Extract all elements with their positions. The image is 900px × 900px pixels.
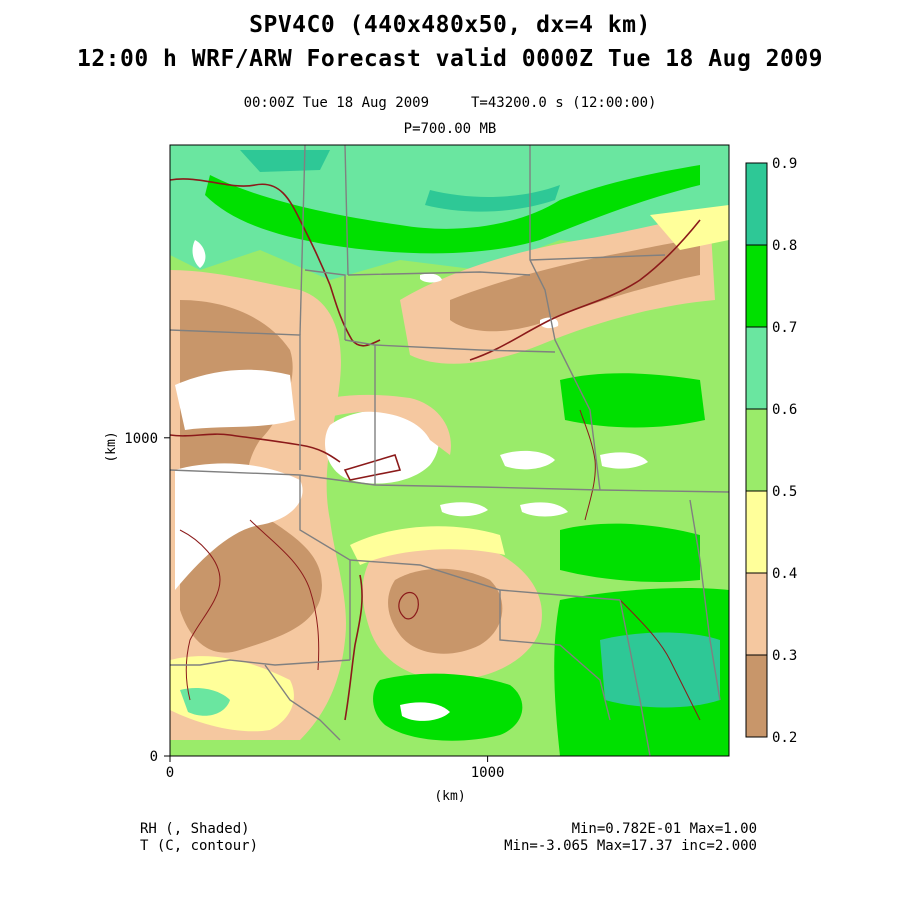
temperature-contour bbox=[344, 574, 363, 721]
colorbar-box-0.2-0.3 bbox=[746, 655, 767, 737]
valid-time: 00:00Z Tue 18 Aug 2009 bbox=[243, 95, 429, 111]
colorbar-label: 0.9 bbox=[772, 156, 797, 172]
colorbar-label: 0.3 bbox=[772, 648, 797, 664]
state-boundary bbox=[574, 379, 601, 491]
state-boundaries bbox=[170, 145, 729, 756]
colorbar-label: 0.8 bbox=[772, 238, 797, 254]
plot-title-line2: 12:00 h WRF/ARW Forecast valid 0000Z Tue… bbox=[76, 46, 824, 72]
rh-region-south-yellow bbox=[350, 526, 505, 565]
colorbar-box-0.6-0.7 bbox=[746, 327, 767, 409]
rh-region-plains-dry-dark bbox=[450, 240, 700, 332]
x-tick-label-1000: 1000 bbox=[471, 765, 505, 781]
t-field-legend: T (C, contour) bbox=[140, 838, 258, 854]
colorbar-box-0.4-0.5 bbox=[746, 491, 767, 573]
state-boundary bbox=[347, 271, 531, 276]
plot-frame bbox=[169, 144, 730, 757]
state-boundary bbox=[170, 659, 351, 666]
state-boundary bbox=[299, 475, 351, 660]
rh-shaded-field bbox=[170, 145, 729, 756]
rh-region-central-dry bbox=[300, 394, 451, 455]
state-boundary bbox=[299, 145, 306, 336]
colorbar-label: 0.7 bbox=[772, 320, 797, 336]
temperature-contour bbox=[579, 409, 596, 521]
state-boundary bbox=[499, 590, 611, 721]
rh-region-south-coast-white bbox=[400, 702, 450, 721]
colorbar-label: 0.2 bbox=[772, 730, 797, 746]
valid-time-line: 00:00Z Tue 18 Aug 2009 T=43200.0 s (12:00… bbox=[0, 95, 900, 111]
state-boundary bbox=[304, 269, 346, 340]
x-tick-label-0: 0 bbox=[166, 765, 174, 781]
y-tick-label-0: 0 bbox=[150, 749, 158, 765]
colorbar-label: 0.6 bbox=[772, 402, 797, 418]
colorbar-box-0.8-0.9 bbox=[746, 163, 767, 245]
t-stats: Min=-3.065 Max=17.37 inc=2.000 bbox=[504, 838, 757, 854]
temperature-contour bbox=[249, 519, 320, 671]
colorbar-box-0.3-0.4 bbox=[746, 573, 767, 655]
state-boundary bbox=[264, 664, 341, 741]
temperature-contour bbox=[170, 433, 341, 463]
forecast-time: T=43200.0 s (12:00:00) bbox=[471, 95, 657, 111]
colorbar-label: 0.4 bbox=[772, 566, 797, 582]
temperature-contours bbox=[170, 178, 701, 721]
rh-region-lowsw-green bbox=[180, 688, 230, 716]
rh-region-central-white bbox=[325, 409, 439, 484]
temperature-contour bbox=[398, 591, 419, 620]
rh-region-south-coast-green bbox=[373, 673, 523, 741]
rh-region-south-dry-dark bbox=[388, 568, 503, 654]
pressure-level: P=700.00 MB bbox=[403, 121, 497, 137]
y-axis-label: (km) bbox=[104, 431, 119, 462]
colorbar-box-0.5-0.6 bbox=[746, 409, 767, 491]
state-boundary bbox=[619, 599, 651, 756]
state-boundary bbox=[529, 254, 666, 261]
state-boundary bbox=[689, 499, 721, 701]
state-boundary bbox=[344, 145, 349, 276]
rh-region-north-bright bbox=[205, 165, 700, 254]
rh-region-mideast-green bbox=[560, 373, 705, 582]
colorbar-box-0.7-0.8 bbox=[746, 245, 767, 327]
state-boundary bbox=[374, 344, 556, 353]
plot-title-line1: SPV4C0 (440x480x50, dx=4 km) bbox=[249, 12, 651, 38]
rh-field-legend: RH (, Shaded) bbox=[140, 821, 250, 837]
temperature-contour bbox=[619, 599, 701, 721]
rh-stats: Min=0.782E-01 Max=1.00 bbox=[572, 821, 757, 837]
state-boundary bbox=[529, 145, 576, 381]
rh-region-west-white bbox=[175, 369, 303, 590]
rh-region-mideast-white bbox=[440, 450, 648, 517]
temperature-contour bbox=[343, 454, 402, 481]
colorbar-label: 0.5 bbox=[772, 484, 797, 500]
x-axis-label: (km) bbox=[434, 789, 465, 804]
colorbar bbox=[745, 162, 768, 738]
y-tick-label-1000: 1000 bbox=[124, 431, 158, 447]
temperature-contour bbox=[469, 219, 701, 361]
rh-region-north-teal bbox=[240, 150, 560, 212]
colorbar-frame bbox=[745, 162, 768, 738]
state-boundary bbox=[170, 469, 729, 493]
temperature-contour bbox=[179, 529, 221, 701]
rh-region-plains-yellow bbox=[650, 205, 729, 250]
temperature-contour bbox=[170, 178, 381, 347]
rh-region-north-green bbox=[170, 145, 729, 280]
axis-ticks bbox=[164, 437, 489, 762]
